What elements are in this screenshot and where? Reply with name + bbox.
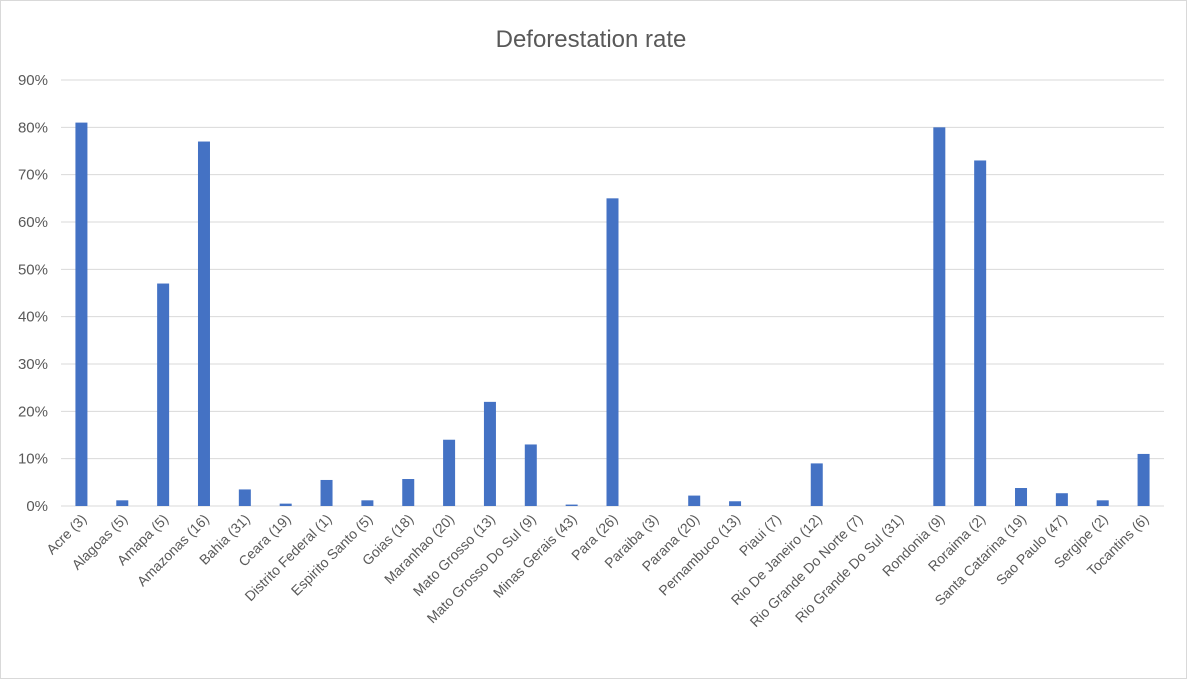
y-tick-label: 80%	[18, 119, 48, 136]
x-tick-label: Sao Paulo (47)	[993, 511, 1070, 588]
bar	[933, 127, 946, 506]
y-tick-label: 70%	[18, 167, 48, 184]
bar	[197, 141, 210, 507]
bar	[116, 500, 129, 506]
bar	[565, 504, 578, 506]
bar	[279, 503, 292, 506]
y-tick-label: 60%	[18, 214, 48, 231]
bar	[524, 444, 537, 506]
bar	[729, 501, 742, 506]
y-tick-label: 0%	[26, 498, 48, 515]
bar	[1055, 493, 1068, 506]
y-tick-label: 20%	[18, 403, 48, 420]
bar	[1015, 488, 1028, 506]
bar	[75, 122, 88, 506]
bar	[974, 160, 987, 506]
bar	[810, 463, 823, 506]
y-tick-label: 30%	[18, 356, 48, 373]
bar	[361, 500, 374, 506]
bar	[402, 479, 415, 506]
chart-title: Deforestation rate	[496, 26, 687, 53]
bar	[1096, 500, 1109, 506]
bars	[75, 122, 1150, 507]
y-axis-ticks: 0% 10% 20% 30% 40% 50% 60% 70% 80% 90%	[18, 72, 48, 515]
y-tick-label: 50%	[18, 261, 48, 278]
bar	[443, 439, 456, 506]
bar	[238, 489, 251, 506]
y-tick-label: 40%	[18, 309, 48, 326]
bar	[483, 401, 496, 506]
bar	[606, 198, 619, 507]
bar	[157, 283, 170, 506]
y-tick-label: 90%	[18, 72, 48, 89]
x-tick-label: Amazonas (16)	[134, 511, 212, 589]
bar	[320, 479, 333, 506]
bar	[688, 495, 701, 506]
y-tick-label: 10%	[18, 451, 48, 468]
x-axis-ticks: Acre (3)Alagoas (5)Amapa (5)Amazonas (16…	[43, 511, 1152, 630]
bar	[1137, 453, 1150, 506]
